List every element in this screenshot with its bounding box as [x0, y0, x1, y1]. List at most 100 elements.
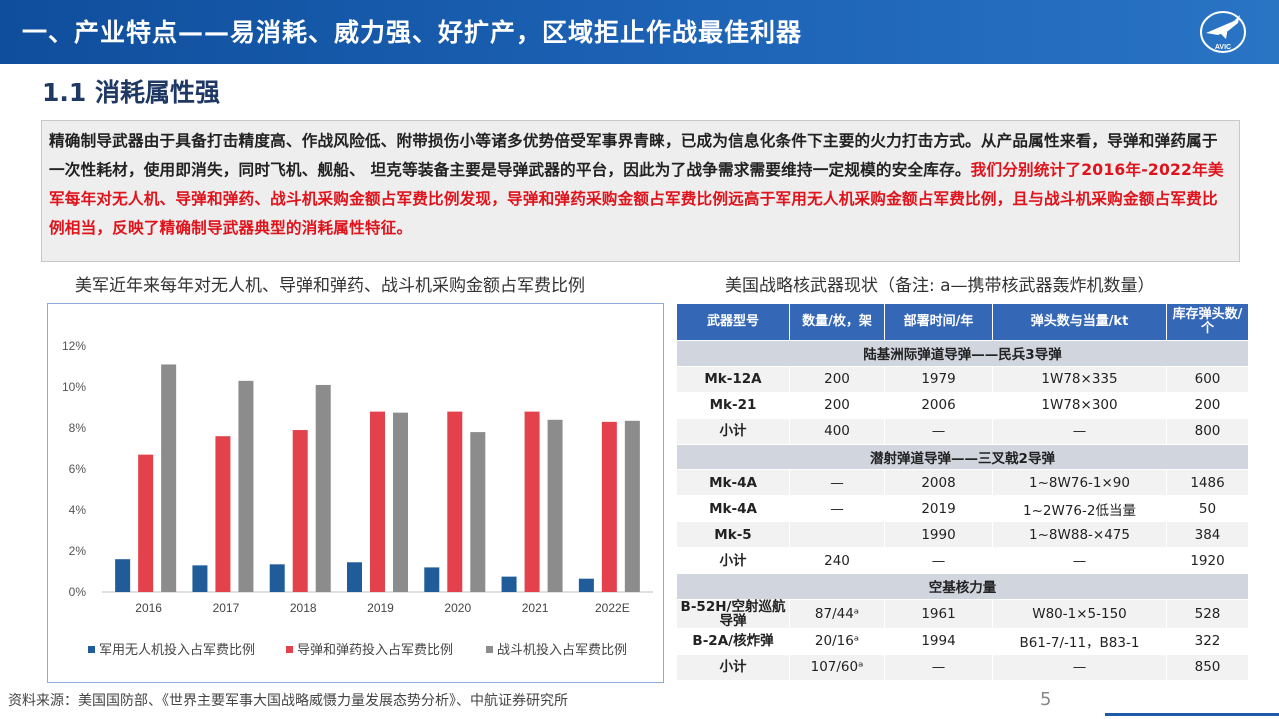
table-group-row: 潜射弹道导弹——三叉戟2导弹 [676, 443, 1249, 471]
x-tick-label: 2019 [367, 601, 394, 615]
table-header-row: 武器型号 数量/枚，架 部署时间/年 弹头数与当量/kt 库存弹头数/个 [676, 303, 1249, 341]
bar-1-2016 [115, 559, 131, 592]
table-cell: 800 [1166, 417, 1249, 445]
table-header-cell: 弹头数与当量/kt [992, 303, 1167, 341]
table-cell: 1~2W76-2低当量 [992, 495, 1167, 523]
table-cell: 240 [789, 547, 885, 575]
table-row: B-52H/空射巡航导弹 87/44ᵃ 1961 W80-1×5-150 528 [676, 598, 1249, 629]
x-tick-label: 2016 [135, 601, 162, 615]
table-group-row: 陆基洲际弹道导弹——民兵3导弹 [676, 340, 1249, 367]
bar-2-2020 [447, 411, 463, 592]
bar-1-2020 [424, 567, 440, 592]
table-row: Mk-21 200 2006 1W78×300 200 [676, 391, 1249, 419]
y-tick-label: 8% [69, 421, 87, 435]
table-cell: W80-1×5-150 [992, 598, 1167, 629]
table-cell: 384 [1166, 521, 1249, 549]
table-cell: 528 [1166, 598, 1249, 629]
table-cell: 850 [1166, 653, 1249, 681]
table-cell: 322 [1166, 627, 1249, 655]
table-row: Mk-4A —2008 1~8W76-1×90 1486 [676, 469, 1249, 497]
table-cell: — [789, 469, 885, 497]
section-title: 1.1 消耗属性强 [42, 78, 220, 107]
bar-1-2019 [347, 562, 362, 592]
y-tick-label: 2% [69, 544, 87, 558]
table-cell: Mk-4A [676, 495, 790, 523]
table-cell: 200 [1166, 391, 1249, 419]
y-tick-label: 0% [69, 585, 87, 599]
x-tick-label: 2022E [595, 601, 630, 615]
table-cell: — [884, 417, 993, 445]
table-group-title: 陆基洲际弹道导弹——民兵3导弹 [676, 340, 1249, 367]
table-cell: 2019 [884, 495, 993, 523]
page-title: 一、产业特点——易消耗、威力强、好扩产，区域拒止作战最佳利器 [22, 18, 803, 47]
intro-text: 精确制导武器由于具备打击精度高、作战风险低、附带损伤小等诸多优势倍受军事界青睐，… [49, 132, 1218, 179]
bar-2-2019 [370, 411, 385, 592]
y-tick-label: 12% [62, 339, 86, 353]
table-cell: 2008 [884, 469, 993, 497]
source-note: 资料来源：美国国防部、《世界主要军事大国战略威慑力量发展态势分析》、中航证券研究… [8, 693, 568, 709]
table-group-title: 潜射弹道导弹——三叉戟2导弹 [676, 443, 1249, 471]
x-tick-label: 2017 [213, 601, 240, 615]
table-cell: 1~8W88-×475 [992, 521, 1167, 549]
legend-label: 战斗机投入占军费比例 [497, 642, 627, 658]
bar-2-2021 [524, 411, 540, 592]
y-tick-label: 4% [69, 503, 87, 517]
table-cell: — [884, 653, 993, 681]
legend-swatch [486, 646, 493, 653]
table-cell: 107/60ᵃ [789, 653, 885, 681]
table-cell: 1W78×300 [992, 391, 1167, 419]
table-cell: 200 [789, 391, 885, 419]
table-cell: Mk-5 [676, 521, 790, 549]
table-cell: 小计 [676, 417, 790, 445]
legend-swatch [88, 646, 95, 653]
header-banner: 一、产业特点——易消耗、威力强、好扩产，区域拒止作战最佳利器 AVIC [0, 0, 1279, 64]
table-cell: — [992, 547, 1167, 575]
table-cell: B-52H/空射巡航导弹 [676, 598, 790, 629]
table-cell: 小计 [676, 547, 790, 575]
intro-highlight-text: 我们分别统计了2016年-2022年美军每年对无人机、导弹和弹药、战斗机采购金额… [49, 161, 1224, 237]
legend-swatch [286, 646, 293, 653]
table-cell: Mk-12A [676, 365, 790, 393]
table-cell: 600 [1166, 365, 1249, 393]
legend-label: 导弹和弹药投入占军费比例 [297, 642, 453, 658]
table-row: Mk-5 1990 1~8W88-×475 384 [676, 521, 1249, 549]
bar-3-2022E [624, 420, 640, 592]
x-tick-label: 2020 [444, 601, 471, 615]
table-cell: B-2A/核炸弹 [676, 627, 790, 655]
table-row: Mk-12A 200 1979 1W78×335 600 [676, 365, 1249, 393]
chart-caption: 美军近年来每年对无人机、导弹和弹药、战斗机采购金额占军费比例 [75, 276, 585, 296]
bar-2-2016 [138, 454, 154, 592]
footer-divider [1105, 713, 1279, 716]
table-row: 小计 400— —800 [676, 417, 1249, 445]
intro-paragraph: 精确制导武器由于具备打击精度高、作战风险低、附带损伤小等诸多优势倍受军事界青睐，… [41, 120, 1240, 262]
table-cell: — [992, 417, 1167, 445]
table-cell [789, 521, 885, 549]
page-number: 5 [1040, 689, 1052, 710]
table-row: Mk-4A —2019 1~2W76-2低当量 50 [676, 495, 1249, 523]
table-header-cell: 数量/枚，架 [789, 303, 885, 341]
table-row: 小计 240— —1920 [676, 547, 1249, 575]
table-group-title: 空基核力量 [676, 573, 1249, 600]
table-cell: 1979 [884, 365, 993, 393]
table-cell: 400 [789, 417, 885, 445]
bar-3-2018 [315, 384, 331, 592]
bar-3-2019 [393, 412, 408, 592]
bar-chart-svg: 0% 2% 4% 6% 8% 10% 12% 2016 2017 2018 2019 2020 2021… [62, 339, 653, 658]
bar-2-2018 [292, 430, 308, 592]
table-cell: 1~8W76-1×90 [992, 469, 1167, 497]
table-cell: 200 [789, 365, 885, 393]
table-cell: B61-7/-11，B83-1 [992, 627, 1167, 655]
x-tick-label: 2021 [522, 601, 549, 615]
table-header-cell: 库存弹头数/个 [1166, 303, 1249, 341]
table-cell: 2006 [884, 391, 993, 419]
nuclear-weapons-table: 武器型号 数量/枚，架 部署时间/年 弹头数与当量/kt 库存弹头数/个 陆基洲际弹道导… [676, 303, 1249, 683]
bar-2-2022E [601, 421, 617, 592]
bar-3-2020 [470, 432, 486, 592]
table-cell: Mk-21 [676, 391, 790, 419]
table-cell: — [884, 547, 993, 575]
table-cell: 1961 [884, 598, 993, 629]
table-cell: 小计 [676, 653, 790, 681]
bar-1-2021 [501, 576, 517, 592]
bar-1-2018 [269, 564, 285, 592]
bar-3-2017 [238, 380, 254, 592]
